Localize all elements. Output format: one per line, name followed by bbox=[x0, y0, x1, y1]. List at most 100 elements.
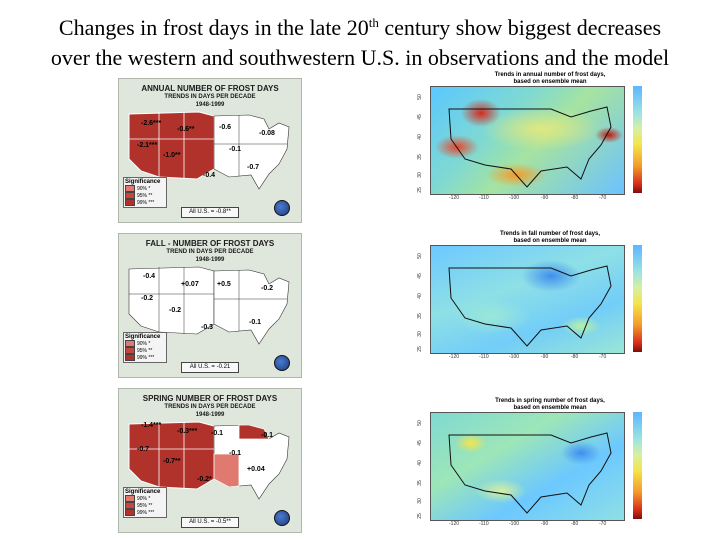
title-part-2: century show biggest decreases bbox=[378, 15, 662, 40]
y-tick: 30 bbox=[416, 498, 423, 504]
all-us-value: All U.S. = -0.8** bbox=[181, 207, 239, 218]
y-tick: 40 bbox=[416, 293, 423, 299]
map-years: 1948-1999 bbox=[195, 102, 225, 108]
model-map-title: Trends in annual number of frost days, b… bbox=[480, 72, 620, 86]
model-map-title: Trends in fall number of frost days, bas… bbox=[480, 231, 620, 245]
x-tick: -70 bbox=[599, 521, 607, 527]
all-us-value: All U.S. = -0.5** bbox=[181, 517, 239, 528]
map-label: -0.6 bbox=[219, 124, 231, 131]
observed-map-spring: -1.4*** -0.3*** -0.1 -0.1 -0.7 -0.7** -0… bbox=[118, 388, 302, 533]
x-tick: -80 bbox=[571, 195, 579, 201]
model-title-line-1: Trends in spring number of frost days, bbox=[495, 398, 605, 404]
map-label: -0.7 bbox=[247, 164, 259, 171]
y-tick: 50 bbox=[416, 420, 423, 426]
map-subtitle: TREND IN DAYS PER DECADE bbox=[166, 249, 254, 255]
model-title-line-2: based on ensemble mean bbox=[513, 79, 587, 85]
map-label: -0.1 bbox=[249, 319, 261, 326]
x-tick: -100 bbox=[509, 354, 520, 360]
legend-item: 95% ** bbox=[137, 502, 153, 509]
legend-swatch bbox=[125, 340, 135, 347]
y-tick: 50 bbox=[416, 253, 423, 259]
y-tick: 35 bbox=[416, 480, 423, 486]
y-tick: 35 bbox=[416, 154, 423, 160]
model-field-plot bbox=[430, 86, 625, 195]
y-tick: 25 bbox=[416, 513, 423, 519]
model-map-annual: Trends in annual number of frost days, b… bbox=[415, 72, 655, 202]
significance-legend: Significance 90% * 95% ** 99% *** bbox=[123, 332, 167, 363]
y-tick: 45 bbox=[416, 440, 423, 446]
title-superscript: th bbox=[368, 15, 379, 30]
y-tick: 40 bbox=[416, 460, 423, 466]
map-label: -2.6*** bbox=[141, 120, 162, 127]
x-tick: -120 bbox=[449, 521, 460, 527]
map-label: -0.3*** bbox=[177, 428, 198, 435]
x-tick: -120 bbox=[449, 354, 460, 360]
map-label: -1.0** bbox=[163, 152, 181, 159]
map-title: FALL - NUMBER OF FROST DAYS bbox=[145, 239, 275, 248]
legend-swatch bbox=[125, 192, 135, 199]
map-label: -0.2 bbox=[169, 307, 181, 314]
map-label: +0.04 bbox=[247, 466, 265, 473]
noaa-logo bbox=[274, 510, 290, 526]
map-label: -0.1 bbox=[261, 432, 273, 439]
map-years: 1948-1999 bbox=[195, 257, 225, 263]
map-label: -0.4 bbox=[143, 273, 155, 280]
us-region-map: -1.4*** -0.3*** -0.1 -0.1 -0.7 -0.7** -0… bbox=[128, 421, 290, 500]
significance-legend: Significance 90% * 95% ** 99% *** bbox=[123, 177, 167, 208]
legend-swatch bbox=[125, 347, 135, 354]
colorbar bbox=[633, 245, 642, 352]
map-label: +0.5 bbox=[217, 281, 231, 288]
map-subtitle: TRENDS IN DAYS PER DECADE bbox=[164, 94, 256, 100]
y-tick: 45 bbox=[416, 273, 423, 279]
map-subtitle: TRENDS IN DAYS PER DECADE bbox=[164, 404, 256, 410]
legend-swatch bbox=[125, 509, 135, 516]
model-map-spring: Trends in spring number of frost days, b… bbox=[415, 398, 655, 528]
map-label: -0.7** bbox=[163, 458, 181, 465]
us-outline bbox=[448, 265, 612, 347]
x-tick: -100 bbox=[509, 195, 520, 201]
map-label: -0.4 bbox=[203, 172, 215, 179]
legend-swatch bbox=[125, 199, 135, 206]
map-label: -0.2 bbox=[141, 295, 153, 302]
legend-swatch bbox=[125, 502, 135, 509]
colorbar bbox=[633, 86, 642, 193]
map-label: -0.6** bbox=[177, 126, 195, 133]
legend-swatch bbox=[125, 495, 135, 502]
model-title-line-1: Trends in fall number of frost days, bbox=[499, 231, 601, 237]
significance-legend: Significance 90% * 95% ** 99% *** bbox=[123, 487, 167, 518]
x-tick: -100 bbox=[509, 521, 520, 527]
model-field-plot bbox=[430, 245, 625, 354]
legend-item: 90% * bbox=[137, 185, 151, 192]
map-label: -0.2 bbox=[261, 285, 273, 292]
map-label: -0.7 bbox=[137, 446, 149, 453]
map-label: -0.3 bbox=[201, 324, 213, 331]
legend-item: 95% ** bbox=[137, 192, 153, 199]
title-part-1: Changes in frost days in the late 20 bbox=[58, 15, 369, 40]
map-label: -0.08 bbox=[259, 130, 275, 137]
map-label: +0.07 bbox=[181, 281, 199, 288]
us-outline bbox=[448, 432, 612, 514]
title-line-2: over the western and southwestern U.S. i… bbox=[50, 45, 670, 70]
map-label: -0.1 bbox=[229, 146, 241, 153]
map-title: SPRING NUMBER OF FROST DAYS bbox=[142, 394, 278, 403]
model-title-line-2: based on ensemble mean bbox=[513, 405, 587, 411]
x-tick: -90 bbox=[541, 195, 549, 201]
observed-map-fall: -0.4 +0.07 +0.5 -0.2 -0.2 -0.2 -0.3 -0.1… bbox=[118, 233, 302, 378]
map-title: ANNUAL NUMBER OF FROST DAYS bbox=[141, 84, 279, 93]
y-tick: 30 bbox=[416, 172, 423, 178]
noaa-logo bbox=[274, 200, 290, 216]
y-tick: 35 bbox=[416, 313, 423, 319]
legend-item: 95% ** bbox=[137, 347, 153, 354]
map-years: 1948-1999 bbox=[195, 412, 225, 418]
us-region-map: -2.6*** -0.6** -0.6 -0.08 -2.1*** -1.0**… bbox=[128, 111, 290, 190]
y-tick: 25 bbox=[416, 346, 423, 352]
us-region-map: -0.4 +0.07 +0.5 -0.2 -0.2 -0.2 -0.3 -0.1 bbox=[128, 266, 290, 345]
y-tick: 50 bbox=[416, 94, 423, 100]
map-label: -1.4*** bbox=[141, 422, 162, 429]
us-outline bbox=[448, 106, 612, 188]
observed-map-annual: -2.6*** -0.6** -0.6 -0.08 -2.1*** -1.0**… bbox=[118, 78, 302, 223]
colorbar bbox=[633, 412, 642, 519]
model-field-plot bbox=[430, 412, 625, 521]
legend-item: 90% * bbox=[137, 495, 151, 502]
x-tick: -120 bbox=[449, 195, 460, 201]
